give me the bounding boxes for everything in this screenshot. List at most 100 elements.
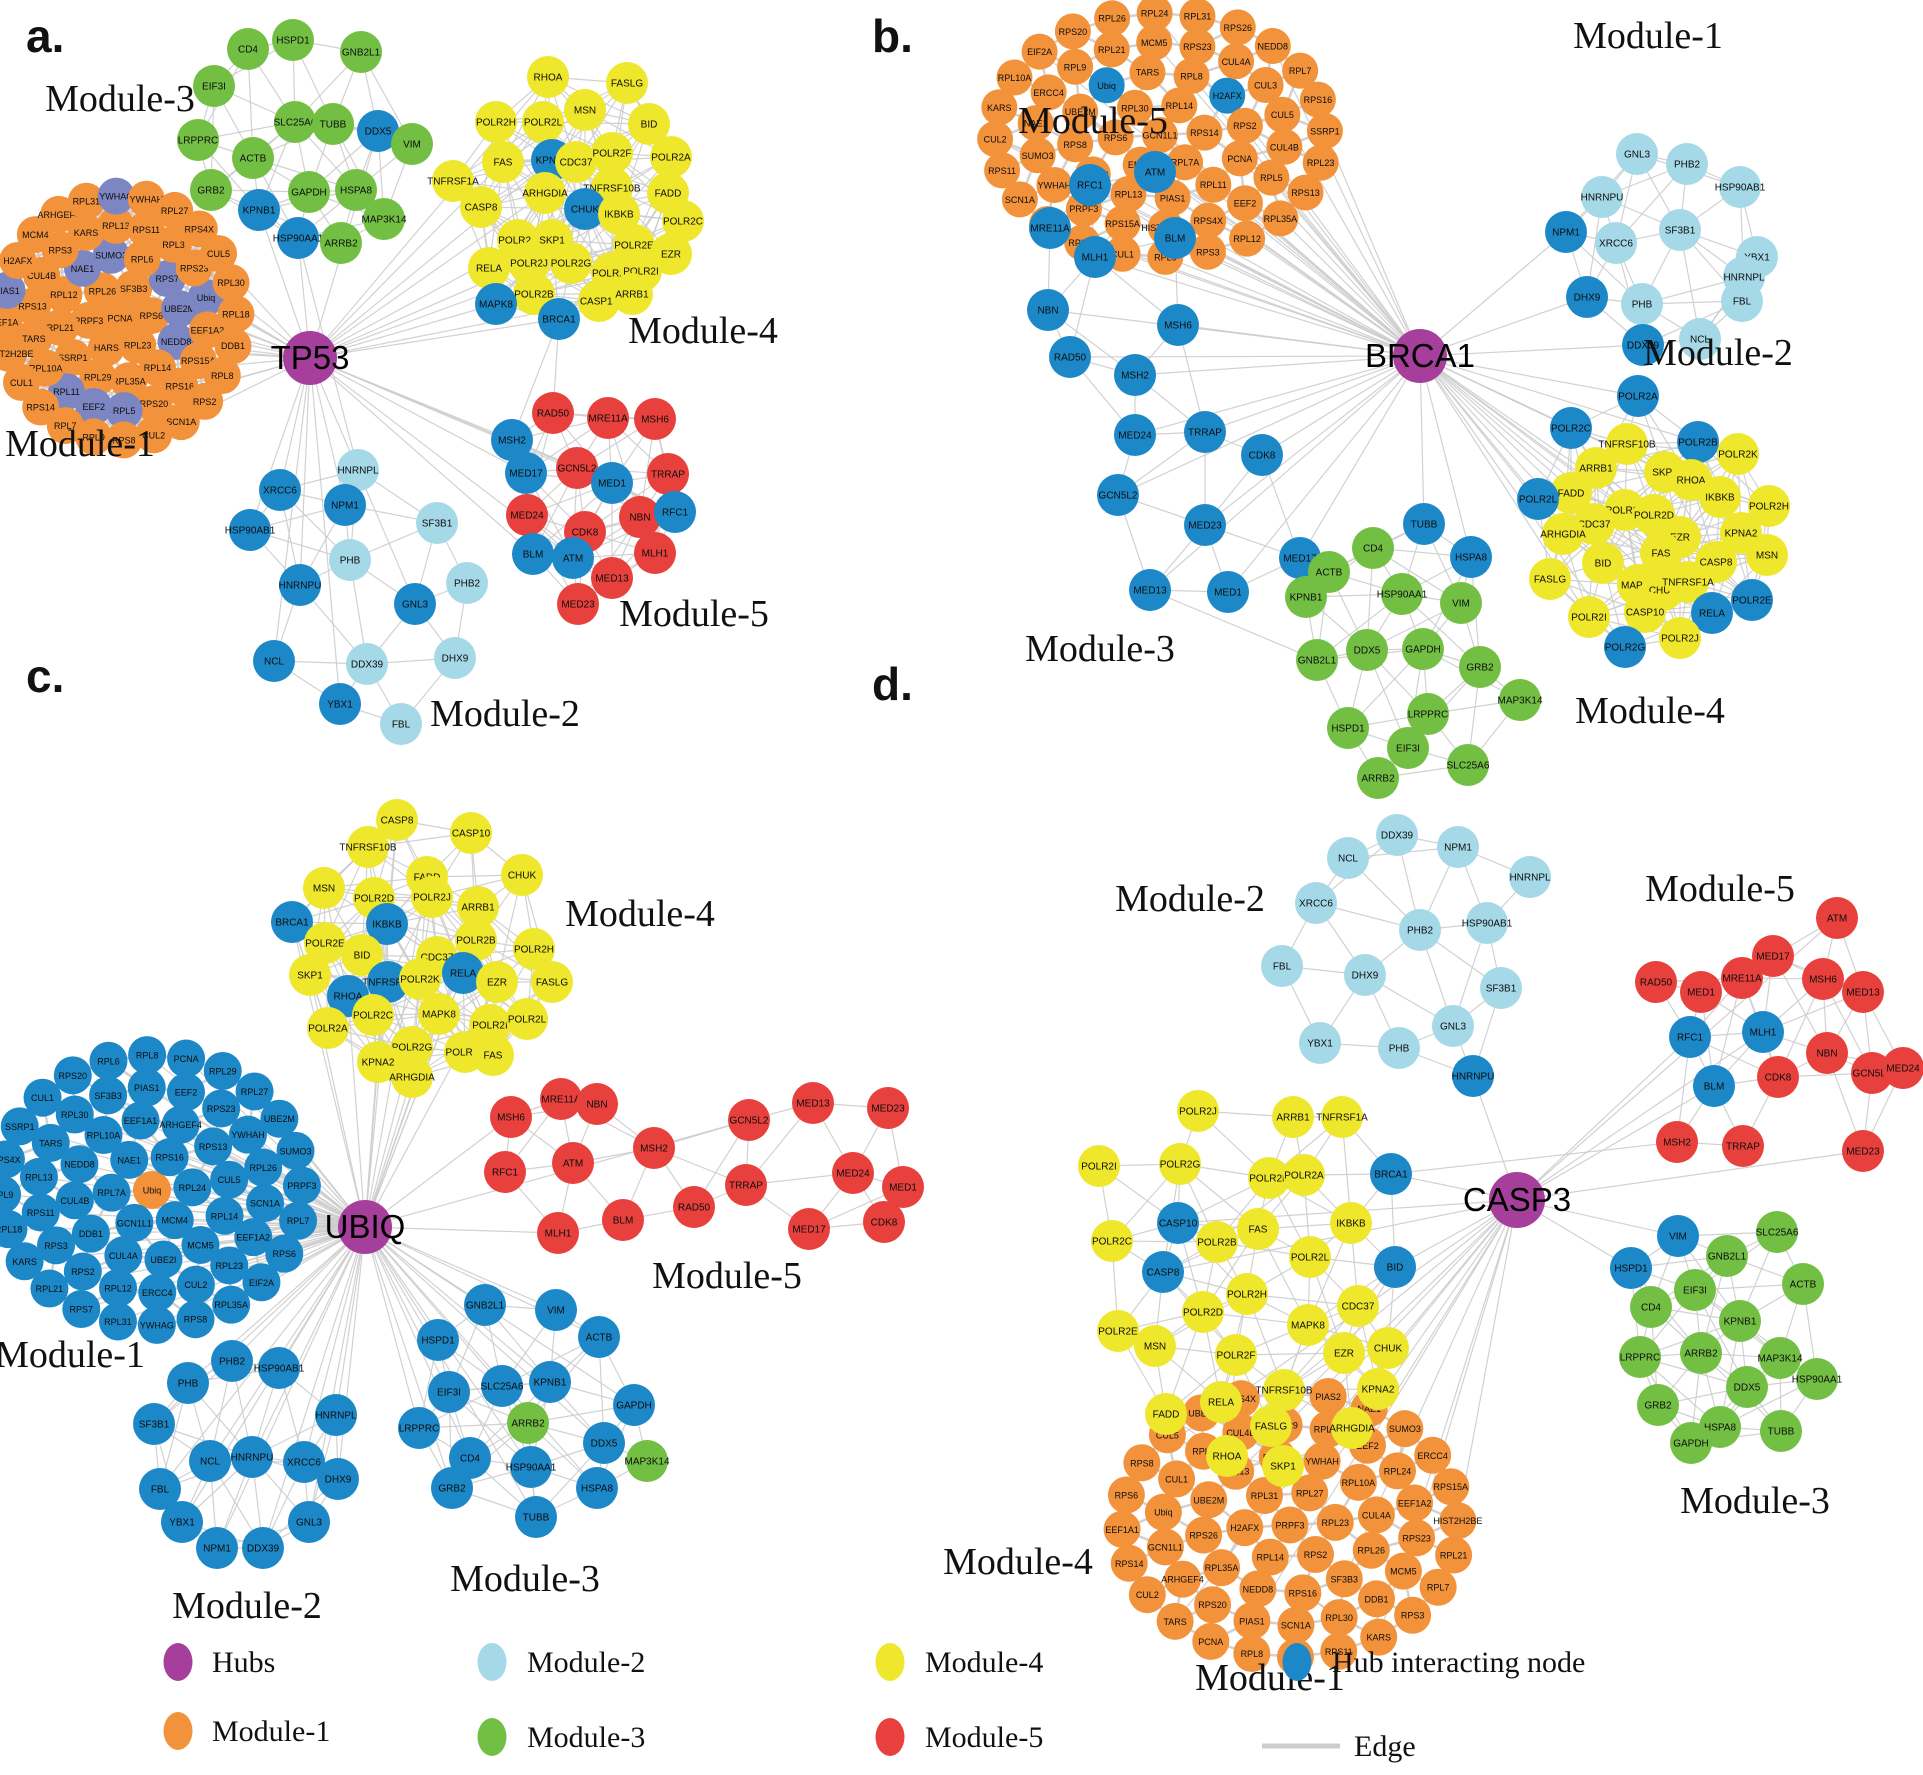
node-MRE11A: MRE11A [1721, 957, 1763, 999]
node-label-PCNA: PCNA [1227, 154, 1252, 164]
node-label-TNFRSF1A: TNFRSF1A [1662, 578, 1714, 589]
node-label-POLR2E: POLR2E [614, 241, 654, 252]
node-label-RFC1: RFC1 [1677, 1033, 1704, 1044]
node-label-RPL7: RPL7 [287, 1216, 310, 1226]
node-RPS4X: RPS4X [1190, 202, 1227, 239]
node-label-RPS8: RPS8 [1063, 140, 1087, 150]
node-CDC37: CDC37 [555, 141, 597, 183]
node-HSPD1: HSPD1 [417, 1319, 459, 1361]
node-label-EEF1A2: EEF1A2 [236, 1233, 270, 1243]
node-label-UBE2I: UBE2I [150, 1255, 176, 1265]
node-label-RPL21: RPL21 [47, 323, 75, 333]
node-label-RPL9: RPL9 [0, 1190, 13, 1200]
node-circle-CDK8 [1241, 434, 1283, 476]
node-FAS: FAS [1237, 1208, 1279, 1250]
node-POLR2I: POLR2I [1078, 1145, 1120, 1187]
node-circle-YBX1 [319, 683, 361, 725]
node-RPL13: RPL13 [19, 1157, 58, 1196]
node-GCN1L1: GCN1L1 [1142, 117, 1178, 153]
edge [309, 357, 534, 555]
node-label-GNB2L1: GNB2L1 [466, 1301, 505, 1312]
node-label-MED17: MED17 [792, 1225, 826, 1236]
node-MSH6: MSH6 [1802, 958, 1844, 1000]
node-SCN1A: SCN1A [246, 1184, 285, 1223]
node-label-RPL10A: RPL10A [1342, 1478, 1376, 1488]
node-label-RPS14: RPS14 [26, 403, 55, 413]
node-label-RPS4X: RPS4X [0, 1155, 21, 1165]
node-RPL30: RPL30 [55, 1095, 94, 1134]
node-circle-HSPD1 [1327, 707, 1369, 749]
node-RPL6: RPL6 [89, 1041, 128, 1080]
node-label-DHX9: DHX9 [1352, 971, 1379, 982]
node-circle-KPNB1 [238, 189, 280, 231]
node-label-FBL: FBL [1733, 297, 1752, 308]
node-label-CASP8: CASP8 [1700, 558, 1733, 569]
node-circle-NBN [619, 496, 661, 538]
node-label-MCM5: MCM5 [1390, 1567, 1417, 1577]
node-label-FADD: FADD [655, 189, 682, 200]
node-label-FBL: FBL [392, 720, 411, 731]
node-label-HNRNPL: HNRNPL [1509, 873, 1551, 884]
node-label-SUMO3: SUMO3 [1022, 151, 1054, 161]
node-ACTB: ACTB [232, 137, 274, 179]
node-ACTB: ACTB [578, 1316, 620, 1358]
node-label-TRRAP: TRRAP [729, 1181, 763, 1192]
node-label-HSPD1: HSPD1 [1331, 724, 1365, 735]
node-PIAS1: PIAS1 [0, 271, 26, 309]
module-label-c-m2: Module-2 [172, 1585, 322, 1627]
node-label-RPS16: RPS16 [1304, 95, 1333, 105]
node-circle-POLR2A [650, 136, 692, 178]
node-SF3B1: SF3B1 [1480, 967, 1522, 1009]
node-EIF3I: EIF3I [193, 65, 235, 107]
node-label-GNL3: GNL3 [402, 600, 429, 611]
node-RPS20: RPS20 [1054, 13, 1091, 50]
node-ARHGDIA: ARHGDIA [1540, 513, 1586, 555]
node-label-MSH6: MSH6 [1809, 975, 1837, 986]
node-label-YWHAH: YWHAH [130, 195, 164, 205]
node-label-H2AFX: H2AFX [1230, 1523, 1259, 1533]
node-DDB1: DDB1 [214, 327, 252, 365]
node-label-SKP1: SKP1 [297, 971, 323, 982]
node-label-CASP8: CASP8 [1147, 1268, 1180, 1279]
node-label-POLR2L: POLR2L [508, 1015, 547, 1026]
node-label-PHB: PHB [1632, 300, 1653, 311]
edge [1516, 1031, 1764, 1201]
node-label-MAPK8: MAPK8 [1621, 581, 1655, 592]
node-circle-RPS14 [1186, 114, 1223, 151]
node-label-PIAS1: PIAS1 [1239, 1616, 1265, 1626]
edge [1149, 589, 1318, 661]
node-label-EEF1A1: EEF1A1 [124, 1116, 158, 1126]
node-NBN: NBN [576, 1083, 618, 1125]
node-label-DDX39: DDX39 [1381, 831, 1414, 842]
node-label-CDK8: CDK8 [871, 1218, 898, 1229]
panel-c-m2: PHB2 HSP90AB1 PHB SF3B1 HNRNPL NCL HNRNPU XRCC6… [133, 1340, 359, 1569]
node-label-KPNA2: KPNA2 [536, 156, 569, 167]
node-circle-POLR2C [662, 200, 704, 242]
panel-letter-a: a. [26, 10, 64, 62]
node-GNL3: GNL3 [1432, 1005, 1474, 1047]
node-circle-HNRNPU [1581, 176, 1623, 218]
node-label-CUL2: CUL2 [142, 430, 165, 440]
node-KARS: KARS [5, 1242, 44, 1281]
node-CUL4B: CUL4B [55, 1181, 94, 1220]
node-circle-MED24 [506, 494, 548, 536]
node-label-HSPA8: HSPA8 [340, 186, 372, 197]
node-circle-RPL31 [1179, 0, 1216, 35]
node-EZR: EZR [476, 961, 518, 1003]
node-circle-RPS3 [1189, 233, 1226, 270]
node-circle-RELA [1691, 592, 1733, 634]
node-MED1: MED1 [1207, 571, 1249, 613]
node-SUMO3: SUMO3 [1386, 1410, 1424, 1448]
node-circle-EEF2 [1226, 185, 1263, 222]
node-RFC1: RFC1 [484, 1151, 526, 1193]
node-RPL8: RPL8 [1173, 58, 1210, 95]
edge [249, 357, 311, 531]
node-label-POLR2A: POLR2A [651, 153, 691, 164]
node-label-NCL: NCL [200, 1457, 220, 1468]
hub-label-TP53: TP53 [271, 339, 350, 376]
node-circle-RPL6 [123, 240, 161, 278]
node-RPS6: RPS6 [1097, 119, 1134, 156]
node-CASP10: CASP10 [1157, 1202, 1199, 1244]
node-label-POLR2E: POLR2E [305, 939, 345, 950]
